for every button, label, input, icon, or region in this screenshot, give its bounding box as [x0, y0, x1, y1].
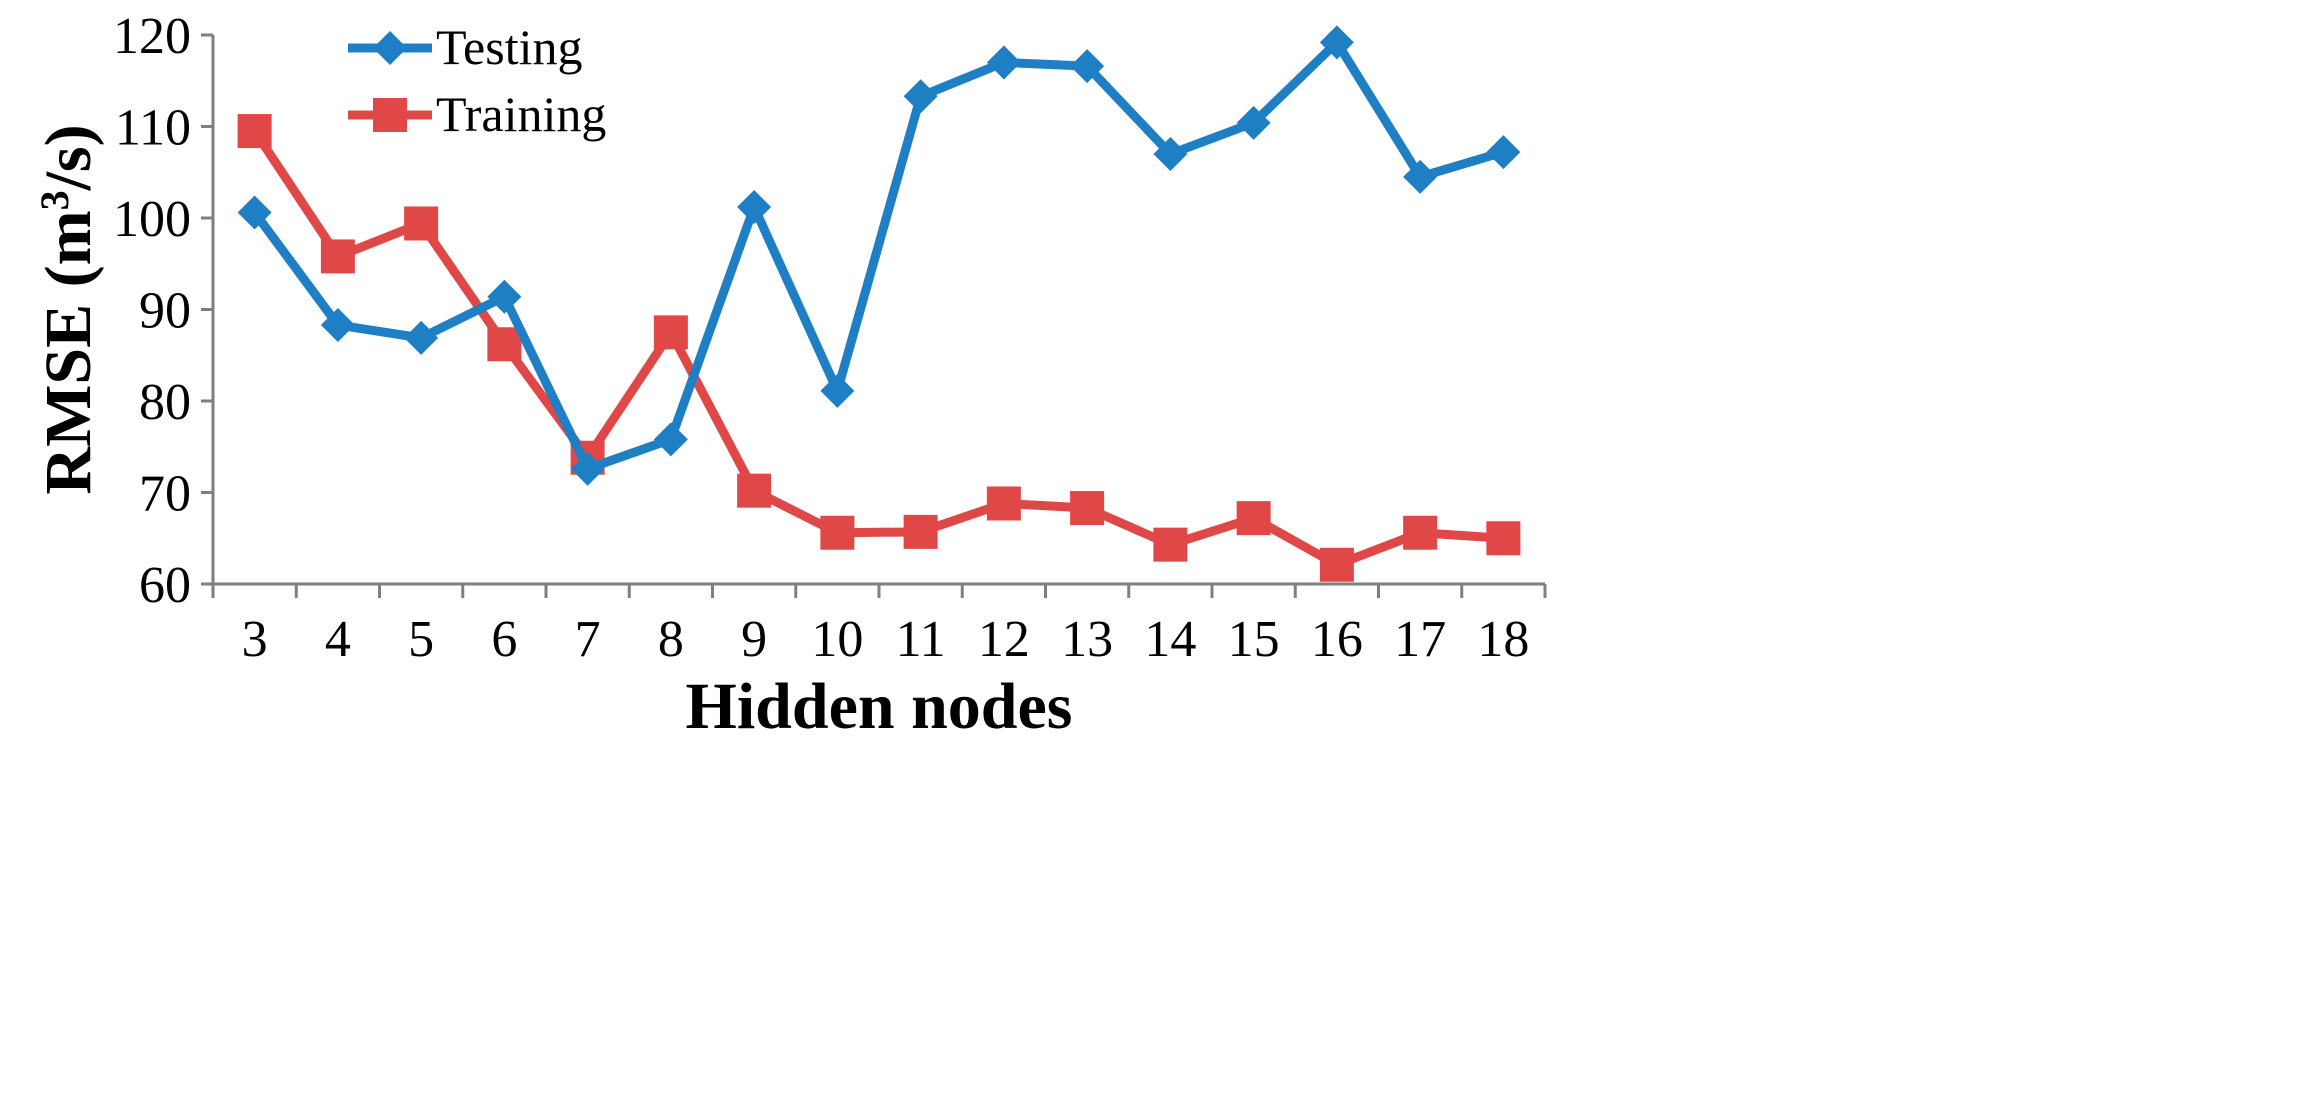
data-point-training	[737, 473, 772, 508]
x-tick-label: 16	[1311, 611, 1363, 668]
data-point-training	[1236, 501, 1271, 536]
data-point-training	[237, 114, 272, 149]
legend-swatch-marker	[373, 98, 407, 132]
data-point-testing	[237, 195, 272, 230]
x-axis-title: Hidden nodes	[686, 670, 1073, 743]
series-line-training	[250, 128, 1504, 570]
x-tick-label: 7	[575, 611, 601, 668]
y-axis-title-end: /s)	[32, 124, 105, 191]
x-tick-label: 17	[1394, 611, 1446, 668]
x-tick-label: 5	[408, 611, 434, 668]
x-tick-label: 4	[325, 611, 351, 668]
y-ticks: 60 70 80 90 100 110 120	[113, 8, 213, 614]
data-point-testing	[1153, 136, 1188, 171]
data-point-training	[1153, 527, 1188, 562]
series-training	[237, 114, 1521, 582]
data-point-testing	[1319, 25, 1354, 60]
legend-label: Testing	[436, 19, 582, 75]
x-tick-label: 15	[1228, 611, 1280, 668]
x-tick-label: 3	[242, 611, 268, 668]
data-point-testing	[820, 373, 855, 408]
y-tick-label: 110	[115, 100, 191, 157]
data-point-testing	[653, 422, 688, 457]
x-tick-label: 14	[1144, 611, 1196, 668]
x-tick-label: 12	[978, 611, 1030, 668]
data-point-testing	[1403, 159, 1438, 194]
y-tick-label: 80	[139, 374, 191, 431]
data-point-training	[1319, 547, 1354, 582]
x-tick-label: 18	[1477, 611, 1529, 668]
y-tick-label: 100	[113, 191, 191, 248]
data-point-training	[820, 515, 855, 550]
data-point-training	[320, 239, 355, 274]
data-point-training	[1070, 491, 1105, 526]
series-testing	[237, 25, 1521, 486]
y-axis-title-superscript: 3	[32, 190, 77, 210]
x-tick-label: 11	[896, 611, 946, 668]
y-tick-label: 120	[113, 8, 191, 65]
legend-label: Training	[436, 86, 606, 142]
data-point-training	[1486, 521, 1521, 556]
x-tick-label: 13	[1061, 611, 1113, 668]
axes: 60 70 80 90 100 110 120 3 4 5 6 7 8 9 10 11 12 13 14 15 16 1…	[113, 8, 1547, 668]
data-point-training	[404, 206, 439, 241]
legend-swatch-marker	[373, 31, 407, 65]
data-point-training	[487, 327, 522, 362]
legend-entry-training: Training	[348, 86, 606, 142]
x-tick-label: 6	[491, 611, 517, 668]
data-point-testing	[986, 45, 1021, 80]
series-line-testing	[251, 37, 1505, 474]
data-point-testing	[487, 279, 522, 314]
data-point-testing	[1070, 49, 1105, 84]
data-point-testing	[404, 320, 439, 355]
x-tick-label: 8	[658, 611, 684, 668]
data-point-testing	[1486, 135, 1521, 170]
data-point-training	[1403, 515, 1438, 550]
series-layer	[237, 25, 1521, 582]
y-tick-label: 90	[139, 283, 191, 340]
y-axis-title-main: RMSE (m	[32, 210, 105, 494]
data-point-testing	[1236, 105, 1271, 140]
x-ticks: 3 4 5 6 7 8 9 10 11 12 13 14 15 16 17 18	[211, 584, 1547, 668]
data-point-testing	[320, 308, 355, 343]
y-tick-label: 70	[139, 466, 191, 523]
legend-entry-testing: Testing	[348, 19, 582, 75]
data-point-testing	[570, 451, 605, 486]
data-point-training	[903, 514, 938, 549]
y-tick-label: 60	[139, 557, 191, 614]
legend: Testing Training	[348, 19, 606, 142]
data-point-testing	[737, 190, 772, 225]
x-tick-label: 9	[741, 611, 767, 668]
data-point-training	[653, 315, 688, 350]
data-point-training	[986, 486, 1021, 521]
x-tick-label: 10	[811, 611, 863, 668]
data-point-testing	[903, 79, 938, 114]
y-axis-title: RMSE (m3/s)	[32, 124, 106, 494]
